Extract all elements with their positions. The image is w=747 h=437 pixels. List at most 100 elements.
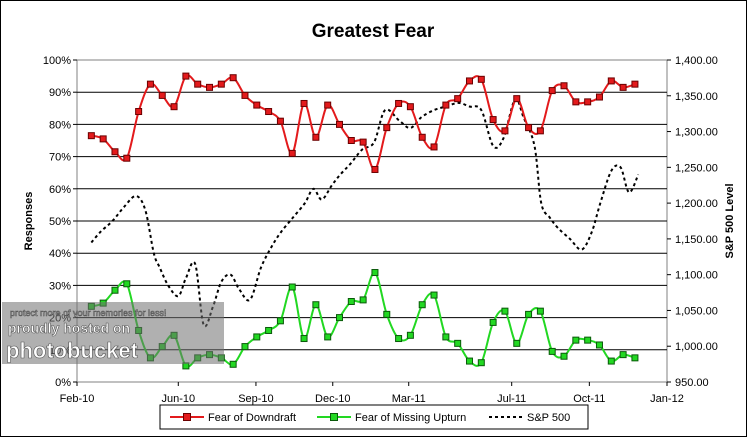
y-tick-label: 70% — [49, 152, 71, 164]
y-tick-label: 90% — [49, 87, 71, 99]
data-point — [347, 298, 355, 305]
data-point — [454, 339, 462, 347]
data-point — [395, 335, 403, 343]
y2-tick-label: 1,100.00 — [675, 270, 718, 282]
legend-box — [159, 404, 589, 430]
data-point — [513, 339, 521, 347]
data-point — [584, 336, 592, 344]
data-point — [572, 98, 580, 106]
data-point — [253, 333, 261, 341]
x-tick-label: Sep-10 — [238, 393, 273, 405]
photobucket-watermark: protect more of your memories for less! … — [2, 302, 224, 364]
data-point — [465, 357, 473, 365]
y-axis-label: Responses — [23, 192, 35, 251]
data-point — [194, 80, 202, 88]
data-point — [442, 101, 450, 109]
legend-swatch-downdraft-marker — [183, 413, 191, 421]
data-point — [395, 99, 403, 107]
legend-item-sp500: S&P 500 — [489, 412, 570, 424]
data-point — [525, 124, 533, 132]
data-point — [111, 148, 119, 156]
y2-tick-label: 1,000.00 — [675, 341, 718, 353]
y-tick-label: 50% — [49, 216, 71, 228]
y2-tick-label: 1,400.00 — [675, 55, 718, 67]
y-tick-label: 30% — [49, 280, 71, 292]
x-axis-ticks: Feb-10 Jun-10 Sep-10 Dec-10 Mar-11 Jul-11 Oct-… — [60, 382, 684, 405]
data-point — [300, 99, 308, 107]
right-axis-ticks: 950.00 1,000.00 1,050.00 1,100.00 1,150.00 1,… — [667, 55, 718, 389]
data-point — [548, 87, 556, 95]
legend-item-downdraft: Fear of Downdraft — [170, 412, 296, 424]
x-tick-label: Jan-12 — [650, 393, 684, 405]
data-point — [336, 120, 343, 128]
data-point — [454, 95, 462, 103]
data-point — [406, 331, 414, 339]
data-point — [146, 80, 154, 88]
y2-tick-label: 1,050.00 — [675, 305, 718, 317]
watermark-brand-text: photobucket — [6, 338, 139, 363]
data-point — [241, 91, 249, 99]
data-point — [501, 307, 509, 315]
data-point — [383, 124, 391, 132]
data-point — [477, 75, 485, 83]
x-tick-label: Mar-11 — [392, 393, 426, 405]
data-point — [87, 132, 95, 140]
data-point — [300, 335, 308, 343]
series-0 — [87, 72, 639, 173]
x-tick-label: Jun-10 — [161, 393, 195, 405]
data-point — [276, 317, 284, 325]
watermark-hosted-text: proudly hosted on — [8, 320, 130, 336]
data-point — [170, 103, 178, 111]
y-tick-label: 80% — [49, 119, 71, 131]
y-tick-label: 60% — [49, 184, 71, 196]
data-point — [465, 77, 473, 85]
data-point — [371, 165, 379, 173]
data-point — [99, 135, 107, 143]
data-point — [430, 143, 438, 151]
data-point — [265, 326, 273, 334]
data-point — [536, 127, 544, 135]
data-point — [560, 82, 568, 90]
data-point — [418, 133, 426, 141]
data-point — [253, 101, 261, 109]
x-tick-label: Feb-10 — [60, 393, 95, 405]
data-point — [477, 359, 485, 367]
data-point — [513, 95, 521, 103]
data-point — [312, 133, 320, 141]
data-point — [631, 80, 639, 88]
data-point — [442, 333, 450, 341]
data-point — [572, 336, 580, 344]
y2-tick-label: 1,350.00 — [675, 91, 718, 103]
data-point — [631, 354, 639, 362]
data-point — [241, 343, 249, 351]
data-point — [489, 116, 497, 124]
data-point — [312, 301, 320, 309]
y2-tick-label: 1,250.00 — [675, 162, 718, 174]
data-point — [123, 154, 131, 162]
watermark-tagline: protect more of your memories for less! — [10, 308, 167, 318]
data-point — [135, 108, 143, 116]
x-tick-label: Oct-11 — [573, 393, 605, 405]
data-point — [359, 138, 367, 146]
data-point — [383, 310, 391, 318]
series-line — [90, 97, 640, 328]
data-point — [536, 307, 544, 315]
y-tick-label: 100% — [43, 55, 71, 67]
y2-tick-label: 1,200.00 — [675, 198, 718, 210]
legend-label-sp500: S&P 500 — [527, 412, 570, 424]
data-point — [619, 351, 627, 359]
data-point — [489, 318, 497, 326]
watermark-backdrop — [2, 302, 224, 364]
y2-tick-label: 1,300.00 — [675, 127, 718, 139]
legend-item-missing-upturn: Fear of Missing Upturn — [317, 412, 466, 424]
data-point — [123, 280, 131, 288]
data-point — [206, 83, 214, 91]
data-point — [406, 103, 414, 111]
data-point — [371, 269, 379, 277]
data-point — [595, 93, 603, 101]
data-point — [229, 360, 237, 368]
data-point — [359, 296, 367, 304]
y2-tick-label: 950.00 — [675, 377, 709, 389]
